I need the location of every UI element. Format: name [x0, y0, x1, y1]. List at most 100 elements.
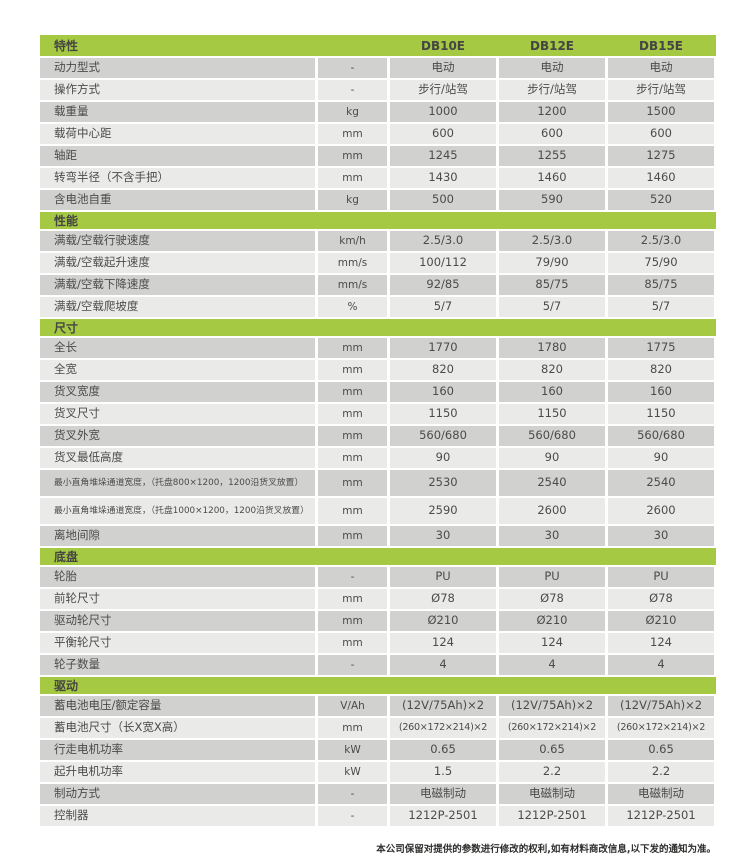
unit-cell: - [318, 80, 387, 100]
unit-cell: mm [318, 426, 387, 446]
unit-cell: mm [318, 611, 387, 631]
header-model-db12e: DB12E [529, 38, 574, 53]
value-cell: 5/7 [499, 297, 605, 317]
row-label: 货叉尺寸 [40, 404, 315, 424]
table-row: 操作方式 - 步行/站驾 步行/站驾 步行/站驾 [40, 80, 716, 100]
table-body: 动力型式 - 电动 电动 电动 操作方式 - 步行/站驾 步行/站驾 步行/站驾 载重量 kg 1000… [40, 58, 716, 826]
value-cell: 2590 [390, 498, 496, 524]
value-cell: 2.5/3.0 [390, 231, 496, 251]
unit-cell: kW [318, 740, 387, 760]
value-cell: 1245 [390, 146, 496, 166]
table-row: 制动方式 - 电磁制动 电磁制动 电磁制动 [40, 784, 716, 804]
unit-cell: mm/s [318, 253, 387, 273]
row-label: 离地间隙 [40, 526, 315, 546]
value-cell: (260×172×214)×2 [608, 718, 714, 738]
value-cell: 0.65 [390, 740, 496, 760]
unit-cell: mm [318, 382, 387, 402]
value-cell: 电磁制动 [499, 784, 605, 804]
value-cell: 500 [390, 190, 496, 210]
value-cell: 电动 [499, 58, 605, 78]
row-label: 平衡轮尺寸 [40, 633, 315, 653]
unit-cell: - [318, 806, 387, 826]
value-cell: 2.5/3.0 [608, 231, 714, 251]
value-cell: 160 [390, 382, 496, 402]
value-cell: 160 [499, 382, 605, 402]
table-row: 轮子数量 -4 4 4 [40, 655, 716, 675]
value-cell: 820 [499, 360, 605, 380]
table-row: 全长 mm 1770 1780 1775 [40, 338, 716, 358]
table-row: 轴距 mm 1245 1255 1275 [40, 146, 716, 166]
value-cell: 560/680 [608, 426, 714, 446]
value-cell: 124 [608, 633, 714, 653]
row-label: 载荷中心距 [40, 124, 315, 144]
unit-cell: mm [318, 470, 387, 496]
value-cell: 820 [390, 360, 496, 380]
value-cell: 30 [499, 526, 605, 546]
row-label: 控制器 [40, 806, 315, 826]
table-row: 起升电机功率 kW 1.5 2.2 2.2 [40, 762, 716, 782]
table-row: 控制器 -1212P-2501 1212P-2501 1212P-2501 [40, 806, 716, 826]
value-cell: 30 [390, 526, 496, 546]
table-row: 离地间隙 mm 30 30 30 [40, 526, 716, 546]
value-cell: 4 [608, 655, 714, 675]
value-cell: 1430 [390, 168, 496, 188]
table-row: 载重量 kg 1000 1200 1500 [40, 102, 716, 122]
table-row: 满载/空载行驶速度 km/h 2.5/3.0 2.5/3.0 2.5/3.0 [40, 231, 716, 251]
value-cell: 520 [608, 190, 714, 210]
row-label: 轴距 [40, 146, 315, 166]
table-row: 前轮尺寸 mm Ø78 Ø78 Ø78 [40, 589, 716, 609]
unit-cell: kW [318, 762, 387, 782]
value-cell: 1460 [499, 168, 605, 188]
value-cell: 590 [499, 190, 605, 210]
value-cell: 5/7 [608, 297, 714, 317]
value-cell: 4 [390, 655, 496, 675]
value-cell: Ø78 [499, 589, 605, 609]
row-label: 轮子数量 [40, 655, 315, 675]
row-label: 起升电机功率 [40, 762, 315, 782]
value-cell: 90 [390, 448, 496, 468]
value-cell: 电动 [608, 58, 714, 78]
row-label: 操作方式 [40, 80, 315, 100]
value-cell: 1200 [499, 102, 605, 122]
row-label: 行走电机功率 [40, 740, 315, 760]
row-label: 全长 [40, 338, 315, 358]
table-row: 驱动轮尺寸 mm Ø210 Ø210 Ø210 [40, 611, 716, 631]
row-label: 货叉最低高度 [40, 448, 315, 468]
value-cell: 1150 [608, 404, 714, 424]
value-cell: 100/112 [390, 253, 496, 273]
table-row: 满载/空载起升速度 mm/s 100/112 79/90 75/90 [40, 253, 716, 273]
unit-cell: - [318, 567, 387, 587]
table-row: 满载/空载爬坡度% 5/7 5/7 5/7 [40, 297, 716, 317]
row-label: 动力型式 [40, 58, 315, 78]
table-header-row: 特性 DB10E DB12E DB15E [40, 35, 716, 56]
header-unit-cell [318, 35, 387, 56]
unit-cell: - [318, 655, 387, 675]
value-cell: 1000 [390, 102, 496, 122]
value-cell: 2600 [499, 498, 605, 524]
row-label: 轮胎 [40, 567, 315, 587]
unit-cell: - [318, 58, 387, 78]
value-cell: 4 [499, 655, 605, 675]
value-cell: 步行/站驾 [608, 80, 714, 100]
value-cell: 30 [608, 526, 714, 546]
value-cell: 2.2 [499, 762, 605, 782]
section-header: 尺寸 [40, 319, 716, 336]
table-row: 载荷中心距 mm 600 600 600 [40, 124, 716, 144]
row-label: 满载/空载爬坡度 [40, 297, 315, 317]
unit-cell: mm [318, 448, 387, 468]
value-cell: 1212P-2501 [390, 806, 496, 826]
value-cell: 步行/站驾 [499, 80, 605, 100]
value-cell: PU [390, 567, 496, 587]
header-model-db10e: DB10E [420, 38, 465, 53]
value-cell: 电磁制动 [390, 784, 496, 804]
value-cell: (12V/75Ah)×2 [390, 696, 496, 716]
table-row: 蓄电池尺寸（长X宽X高） mm (260×172×214)×2 (260×172×21… [40, 718, 716, 738]
value-cell: 600 [608, 124, 714, 144]
value-cell: 0.65 [608, 740, 714, 760]
row-label: 满载/空载下降速度 [40, 275, 315, 295]
table-row: 满载/空载下降速度 mm/s 92/85 85/75 85/75 [40, 275, 716, 295]
value-cell: 2540 [499, 470, 605, 496]
unit-cell: mm/s [318, 275, 387, 295]
value-cell: (12V/75Ah)×2 [608, 696, 714, 716]
table-row: 行走电机功率 kW 0.65 0.65 0.65 [40, 740, 716, 760]
